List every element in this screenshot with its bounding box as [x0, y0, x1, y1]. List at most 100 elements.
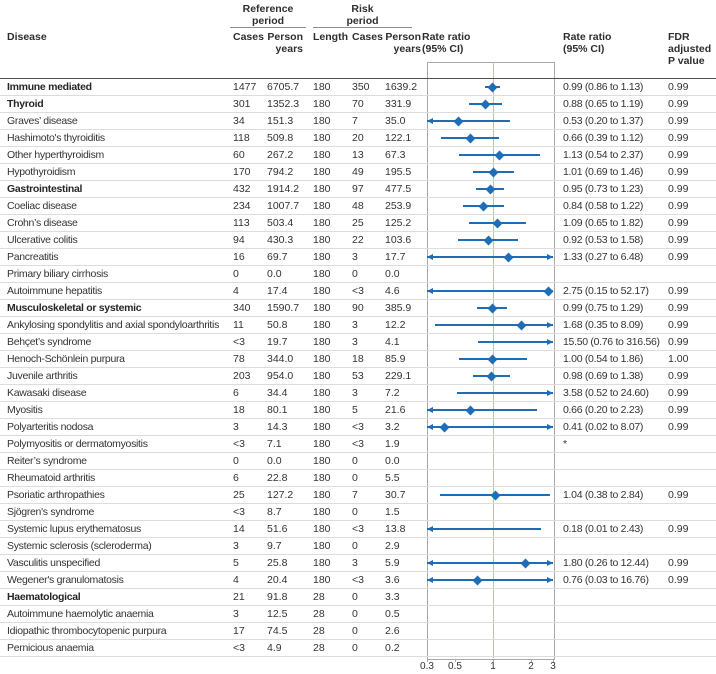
disease-name: Psoriatic arthropathies: [7, 489, 105, 501]
risk-cases: 22: [352, 234, 364, 246]
risk-person-years: 5.5: [385, 472, 400, 484]
fdr-p-value: 0.99: [668, 217, 689, 229]
fdr-p-value: [666, 470, 716, 486]
risk-length: 180: [313, 455, 331, 467]
disease-name: Myositis: [7, 404, 43, 416]
risk-person-years: 5.9: [385, 557, 400, 569]
ci-arrow-right: [547, 423, 553, 430]
rate-ratio-text: 1.13 (0.54 to 2.37): [563, 149, 644, 161]
risk-cases-column-header: Cases: [352, 31, 383, 43]
disease-name: Kawasaki disease: [7, 387, 87, 399]
reference-person-years: 12.5: [267, 608, 288, 620]
table-row: Crohn’s disease 113 503.4 180 25 125.2 1.09 (0…: [0, 215, 716, 232]
reference-cases: 301: [233, 98, 251, 110]
fdr-p-value: 0.99: [668, 319, 689, 331]
reference-person-years: 74.5: [267, 625, 288, 637]
point-estimate-diamond: [490, 490, 500, 500]
disease-name: Sjögren's syndrome: [7, 506, 95, 518]
table-row: Primary biliary cirrhosis 0 0.0 180 0 0.0: [0, 266, 716, 283]
rate-ratio-text: 0.76 (0.03 to 16.76): [563, 574, 649, 586]
ci-plot-cell: [422, 317, 558, 333]
risk-length: 180: [313, 166, 331, 178]
reference-cases: 4: [233, 285, 239, 297]
risk-cases: 0: [352, 472, 358, 484]
reference-cases: 113: [233, 217, 250, 229]
reference-cases: 11: [233, 319, 244, 331]
disease-name: Musculoskeletal or systemic: [7, 302, 142, 314]
table-body: Immune mediated 1477 6705.7 180 350 1639.2 0.9…: [0, 78, 716, 657]
risk-length: 180: [313, 472, 331, 484]
rate-ratio-text: 1.09 (0.65 to 1.82): [563, 217, 644, 229]
disease-name: Ulcerative colitis: [7, 234, 78, 246]
reference-person-years: 4.9: [267, 642, 282, 654]
reference-person-years: 91.8: [267, 591, 288, 603]
risk-person-years: 195.5: [385, 166, 412, 178]
ci-line: [427, 579, 553, 581]
fdr-p-value: 0.99: [668, 115, 689, 127]
ci-arrow-right: [547, 559, 553, 566]
ci-plot-cell: [422, 249, 558, 265]
disease-name: Gastrointestinal: [7, 183, 83, 195]
reference-cases: 3: [233, 608, 239, 620]
rate-ratio-text: 1.01 (0.69 to 1.46): [563, 166, 644, 178]
reference-cases: 118: [233, 132, 250, 144]
reference-cases-column-header: Cases: [233, 31, 264, 43]
risk-length: 180: [313, 217, 331, 229]
fdr-p-value: 0.99: [668, 98, 689, 110]
fdr-p-value: 0.99: [668, 251, 689, 263]
fdr-p-value: [666, 623, 716, 639]
ci-plot-cell: [422, 113, 558, 129]
reference-cases: 203: [233, 370, 251, 382]
rate-ratio-text: 1.80 (0.26 to 12.44): [563, 557, 649, 569]
risk-cases: 0: [352, 540, 358, 552]
rate-ratio-text: 0.53 (0.20 to 1.37): [563, 115, 644, 127]
risk-length: 180: [313, 523, 331, 535]
risk-length-column-header: Length: [313, 31, 348, 43]
reference-period-group-header: Reference period: [242, 3, 294, 27]
disease-name: Coeliac disease: [7, 200, 77, 212]
table-row: Wegener's granulomatosis 4 20.4 180 <3 3.6 0.7…: [0, 572, 716, 589]
ci-line: [457, 392, 553, 394]
reference-cases: 25: [233, 489, 245, 501]
disease-name: Pernicious anaemia: [7, 642, 94, 654]
fdr-p-value: 0.99: [668, 183, 689, 195]
point-estimate-diamond: [465, 133, 476, 143]
risk-length: 180: [313, 319, 331, 331]
risk-person-years: 1.5: [385, 506, 400, 518]
risk-person-years-column-header: Person years: [385, 31, 421, 55]
rate-ratio-text: [558, 453, 666, 469]
table-row: Thyroid 301 1352.3 180 70 331.9 0.88 (0.65 to …: [0, 96, 716, 113]
risk-length: 180: [313, 574, 331, 586]
risk-cases: 0: [352, 455, 358, 467]
axis-tick-label: 0.5: [448, 661, 462, 672]
risk-person-years: 35.0: [385, 115, 406, 127]
ci-plot-cell: [422, 453, 558, 469]
table-row: Haematological 21 91.8 28 0 3.3: [0, 589, 716, 606]
rate-ratio-text: 0.18 (0.01 to 2.43): [563, 523, 644, 535]
table-row: Behçet’s syndrome <3 19.7 180 3 4.1 15.50 (0.7…: [0, 334, 716, 351]
risk-cases: 350: [352, 81, 370, 93]
ci-line: [427, 256, 553, 258]
reference-cases: 4: [233, 574, 239, 586]
risk-cases: 25: [352, 217, 364, 229]
table-row: Ankylosing spondylitis and axial spondyl…: [0, 317, 716, 334]
ci-plot-cell: [422, 334, 558, 350]
reference-person-years: 127.2: [267, 489, 294, 501]
fdr-p-value: 0.99: [668, 234, 689, 246]
table-row: Sjögren's syndrome <3 8.7 180 0 1.5: [0, 504, 716, 521]
point-estimate-diamond: [483, 235, 494, 245]
fdr-p-value: 0.99: [668, 285, 689, 297]
disease-name: Systemic lupus erythematosus: [7, 523, 141, 535]
risk-person-years: 7.2: [385, 387, 400, 399]
reference-person-years: 69.7: [267, 251, 288, 263]
table-row: Hashimoto's thyroiditis 118 509.8 180 20 122.…: [0, 130, 716, 147]
reference-person-years: 954.0: [267, 370, 294, 382]
rate-ratio-text: 3.58 (0.52 to 24.60): [563, 387, 649, 399]
fdr-p-value: 0.99: [668, 336, 689, 348]
ci-arrow-left: [427, 117, 433, 124]
risk-cases: 3: [352, 387, 358, 399]
ci-plot-cell: [422, 266, 558, 282]
table-row: Rheumatoid arthritis 6 22.8 180 0 5.5: [0, 470, 716, 487]
rate-ratio-text: [558, 606, 666, 622]
risk-length: 180: [313, 404, 331, 416]
